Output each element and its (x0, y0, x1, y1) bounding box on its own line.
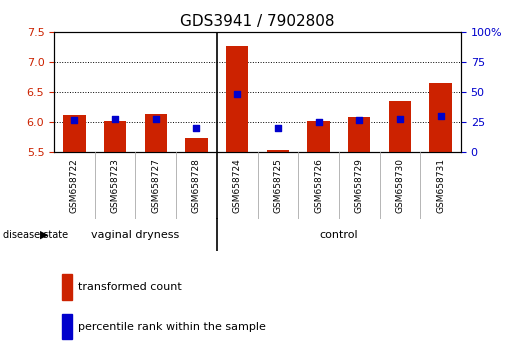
Text: GSM658730: GSM658730 (396, 158, 404, 213)
Bar (267, 150, 289, 152)
Point (314, 119, 322, 125)
Point (355, 117, 363, 122)
Bar (63, 115, 85, 152)
Point (233, 92, 241, 97)
Point (151, 116, 160, 121)
Text: disease state: disease state (3, 229, 67, 240)
Text: ▶: ▶ (40, 229, 49, 240)
Text: GSM658722: GSM658722 (70, 159, 79, 213)
Point (274, 125, 282, 131)
Point (192, 125, 200, 131)
Bar (145, 114, 167, 152)
Bar (307, 121, 330, 152)
Text: control: control (319, 229, 358, 240)
Bar (389, 101, 411, 152)
Bar (62, 314, 73, 339)
Point (70, 117, 78, 122)
Text: GSM658727: GSM658727 (151, 158, 160, 213)
Text: GSM658724: GSM658724 (233, 159, 242, 213)
Bar (104, 121, 126, 152)
Text: GSM658729: GSM658729 (355, 158, 364, 213)
Point (111, 116, 119, 121)
Text: GDS3941 / 7902808: GDS3941 / 7902808 (180, 14, 335, 29)
Text: percentile rank within the sample: percentile rank within the sample (78, 321, 266, 332)
Text: GSM658723: GSM658723 (111, 158, 119, 213)
Bar (226, 46, 248, 152)
Point (436, 113, 444, 119)
Text: GSM658728: GSM658728 (192, 158, 201, 213)
Bar (430, 83, 452, 152)
Text: GSM658731: GSM658731 (436, 158, 445, 213)
Bar (348, 117, 370, 152)
Text: vaginal dryness: vaginal dryness (91, 229, 180, 240)
Bar (62, 274, 73, 300)
Text: transformed count: transformed count (78, 282, 182, 292)
Text: GSM658726: GSM658726 (314, 158, 323, 213)
Point (396, 116, 404, 121)
Text: GSM658725: GSM658725 (273, 158, 282, 213)
Bar (185, 138, 208, 152)
